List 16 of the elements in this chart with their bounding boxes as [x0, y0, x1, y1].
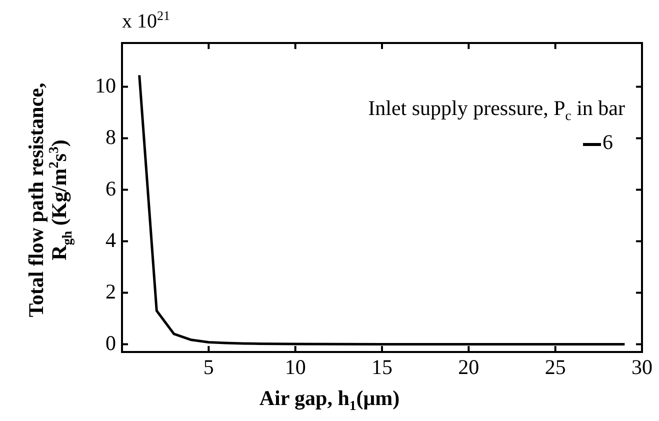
y-tick-label: 6: [106, 176, 116, 200]
x-tick-label: 15: [372, 355, 392, 380]
text: x 10$^{21}$: [122, 8, 170, 34]
y-tick-label: 2: [106, 279, 116, 304]
legend-title: Inlet supply pressure, P$_{c}$ in bar: [368, 96, 625, 124]
x-tick-label: 20: [458, 355, 480, 380]
y-tick-label: 10: [95, 73, 116, 98]
legend-label: 6: [602, 130, 613, 156]
y-tick-label: 4: [106, 228, 116, 252]
x-tick-label: 25: [544, 355, 566, 380]
x-tick-label: 10: [284, 355, 306, 380]
x-tick-label: 5: [203, 355, 214, 380]
y-tick-label: 0: [106, 330, 116, 355]
x-axis-title: Air gap, h$_{1}$(μm): [258, 386, 401, 414]
y-tick-label: 8: [106, 124, 116, 149]
x-tick-label: 30: [632, 355, 652, 380]
